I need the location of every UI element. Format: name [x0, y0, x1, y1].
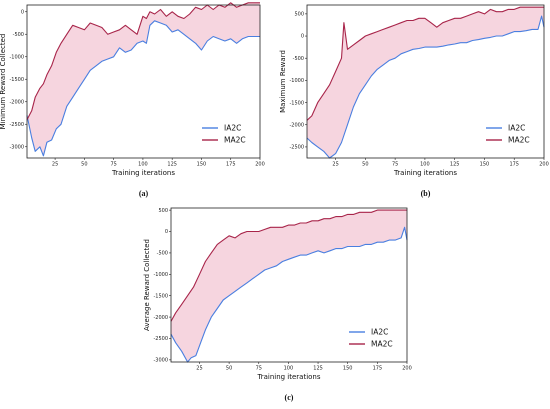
- series-line-ma2c: [26, 2, 260, 121]
- chart-panel-c: 25 50 75 100 125 150 175 200 500 0 -500 -1000 -1500 -…: [138, 202, 418, 409]
- x-tick-label: 25: [52, 162, 58, 168]
- x-tick-label: 100: [284, 366, 294, 372]
- legend-label-ma2c: MA2C: [371, 340, 393, 349]
- chart-panel-b: 25 50 75 100 125 150 175 200 500 0 -500 -1000 -1500 -…: [275, 0, 550, 204]
- panel-caption: (c): [285, 393, 294, 402]
- x-tick-label: 175: [226, 162, 236, 168]
- x-tick-label: 50: [226, 366, 232, 372]
- x-tick-label: 50: [81, 162, 87, 168]
- y-tick-label: -500: [157, 251, 168, 257]
- y-tick-label: -1000: [9, 54, 24, 60]
- y-tick-label: -500: [293, 56, 304, 62]
- x-tick-label: 25: [196, 366, 202, 372]
- x-tick-label: 175: [509, 162, 519, 168]
- y-tick-label: -2500: [9, 122, 24, 128]
- y-axis-label: Minimum Reward Collected: [0, 34, 7, 130]
- y-tick-label: -1000: [289, 78, 304, 84]
- y-tick-label: 500: [158, 208, 168, 214]
- x-axis-label: Training iterations: [111, 169, 175, 177]
- series-line-ia2c: [306, 15, 545, 159]
- plot-frame: [170, 207, 408, 363]
- y-tick-label: -2500: [289, 145, 304, 151]
- chart-panel-a: 25 50 75 100 125 150 175 200 0 -500 -1000 -1500 -200…: [0, 0, 268, 204]
- series-line-ma2c: [306, 6, 544, 121]
- shaded-band: [171, 210, 407, 362]
- x-tick-label: 200: [402, 366, 412, 372]
- y-axis-label: Average Reward Collected: [143, 239, 151, 331]
- panel-caption: (a): [139, 189, 149, 198]
- y-tick-label: -3000: [9, 144, 24, 150]
- y-tick-label: 0: [165, 229, 168, 235]
- plot-frame: [306, 4, 545, 159]
- x-tick-label: 150: [343, 366, 353, 372]
- shaded-band: [307, 7, 544, 159]
- legend-label-ma2c: MA2C: [508, 136, 530, 145]
- x-axis-label: Training iterations: [393, 169, 457, 177]
- x-tick-label: 75: [392, 162, 398, 168]
- y-tick-label: -1000: [153, 272, 168, 278]
- x-tick-label: 125: [450, 162, 460, 168]
- x-tick-label: 125: [167, 162, 177, 168]
- x-tick-label: 150: [480, 162, 490, 168]
- y-tick-label: 0: [21, 9, 24, 15]
- x-tick-label: 75: [110, 162, 116, 168]
- y-tick-label: -2000: [9, 99, 24, 105]
- x-tick-label: 50: [362, 162, 368, 168]
- x-tick-label: 175: [373, 366, 383, 372]
- shaded-band: [27, 2, 260, 156]
- y-tick-label: -2000: [289, 122, 304, 128]
- series-line-ia2c: [170, 226, 408, 363]
- chart-svg: 25 50 75 100 125 150 175 200 500 0 -500 -1000 -1500 -…: [143, 207, 412, 402]
- series-line-ia2c: [26, 20, 260, 157]
- y-tick-label: -500: [13, 32, 24, 38]
- panel-caption: (b): [421, 189, 431, 198]
- chart-svg: 25 50 75 100 125 150 175 200 500 0 -500 -1000 -1500 -…: [279, 4, 549, 198]
- x-tick-label: 25: [332, 162, 338, 168]
- legend-label-ia2c: IA2C: [224, 124, 241, 133]
- series-line-ma2c: [170, 209, 407, 322]
- y-tick-label: -2000: [153, 315, 168, 321]
- legend-label-ia2c: IA2C: [508, 124, 525, 133]
- legend-label-ma2c: MA2C: [224, 136, 246, 145]
- x-tick-label: 75: [256, 366, 262, 372]
- y-tick-label: -2500: [153, 336, 168, 342]
- x-tick-label: 125: [313, 366, 323, 372]
- y-tick-label: 0: [301, 34, 304, 40]
- y-tick-label: -1500: [153, 293, 168, 299]
- x-tick-label: 100: [420, 162, 430, 168]
- y-tick-label: 500: [294, 12, 304, 18]
- y-axis-label: Maximum Reward: [279, 50, 287, 113]
- chart-svg: 25 50 75 100 125 150 175 200 0 -500 -1000 -1500 -200…: [0, 2, 265, 198]
- x-tick-label: 150: [197, 162, 207, 168]
- x-tick-label: 100: [138, 162, 148, 168]
- y-tick-label: -3000: [153, 358, 168, 364]
- x-axis-label: Training iterations: [256, 373, 320, 381]
- x-tick-label: 200: [255, 162, 265, 168]
- plot-frame: [26, 4, 261, 159]
- y-tick-label: -1500: [289, 100, 304, 106]
- x-tick-label: 200: [539, 162, 549, 168]
- legend-label-ia2c: IA2C: [371, 328, 388, 337]
- y-tick-label: -1500: [9, 77, 24, 83]
